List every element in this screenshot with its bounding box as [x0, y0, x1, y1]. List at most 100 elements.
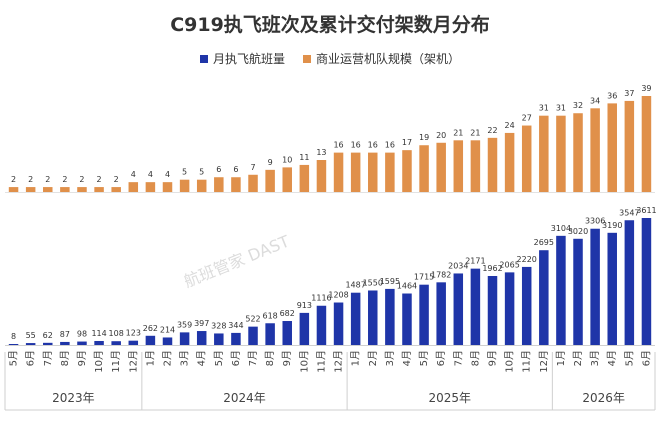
flights-bar — [487, 275, 498, 345]
flights-bar — [231, 332, 241, 345]
fleet-data-label: 36 — [607, 91, 617, 100]
flights-data-label: 1782 — [431, 270, 451, 279]
flights-bar — [419, 284, 429, 345]
flights-data-label: 1116 — [311, 294, 331, 303]
flights-bar — [539, 250, 549, 345]
flights-data-label: 123 — [126, 329, 141, 338]
fleet-bar — [368, 152, 378, 192]
fleet-data-label: 34 — [590, 96, 600, 105]
fleet-bar — [299, 164, 310, 192]
flights-data-label: 2695 — [534, 238, 554, 247]
fleet-bar — [607, 103, 617, 192]
legend-label-fleet: 商业运营机队规模（架机） — [316, 52, 461, 66]
fleet-data-label: 24 — [505, 121, 515, 130]
fleet-data-label: 10 — [282, 155, 292, 164]
flights-data-label: 359 — [177, 320, 192, 329]
flights-data-label: 87 — [60, 330, 70, 339]
fleet-bar — [590, 108, 600, 192]
fleet-data-label: 16 — [333, 141, 343, 150]
fleet-bar — [179, 179, 190, 192]
flights-data-label: 3104 — [551, 224, 571, 233]
fleet-data-label: 21 — [453, 128, 463, 137]
fleet-bar — [145, 182, 156, 192]
fleet-data-label: 17 — [402, 138, 412, 147]
flights-bar — [624, 220, 635, 345]
legend-swatch-fleet — [303, 54, 311, 63]
fleet-bar — [162, 182, 173, 192]
x-tick-label: 12月 — [333, 350, 345, 373]
flights-data-label: 1464 — [397, 282, 417, 291]
flights-data-label: 522 — [245, 315, 260, 324]
flights-bar — [77, 341, 87, 345]
flights-data-label: 98 — [77, 330, 87, 339]
fleet-bar — [573, 113, 583, 192]
x-tick-label: 10月 — [93, 350, 105, 373]
flights-bar — [111, 341, 121, 345]
x-tick-label: 2月 — [162, 350, 174, 366]
flights-bar — [248, 326, 258, 345]
fleet-bar — [77, 187, 87, 192]
flights-data-label: 8 — [11, 332, 16, 341]
x-tick-label: 5月 — [213, 350, 225, 366]
flights-bar — [179, 332, 190, 345]
fleet-bar — [231, 177, 241, 192]
chart-title: C919执飞班次及累计交付架数月分布 — [170, 14, 490, 36]
fleet-data-label: 32 — [573, 101, 583, 110]
fleet-bar — [282, 167, 292, 192]
fleet-bar — [470, 140, 481, 192]
fleet-data-label: 4 — [131, 170, 136, 179]
flights-data-label: 2065 — [499, 260, 519, 269]
fleet-data-label: 16 — [368, 141, 378, 150]
legend-swatch-flights — [199, 54, 208, 63]
flights-bar — [8, 344, 19, 345]
x-tick-label: 3月 — [179, 350, 191, 366]
x-tick-label: 9月 — [487, 350, 499, 366]
flights-data-label: 2034 — [448, 261, 468, 270]
fleet-bar — [539, 115, 549, 192]
fleet-data-label: 13 — [316, 148, 326, 157]
fleet-data-label: 31 — [556, 104, 566, 113]
flights-bar — [128, 340, 139, 345]
x-tick-label: 10月 — [298, 350, 310, 373]
fleet-bar — [316, 160, 327, 192]
flights-bar — [436, 282, 446, 345]
fleet-bar — [265, 169, 275, 192]
fleet-bar — [248, 174, 258, 192]
fleet-data-label: 31 — [539, 104, 549, 113]
fleet-bar — [504, 132, 515, 192]
x-tick-label: 1月 — [350, 350, 362, 366]
fleet-data-label: 21 — [470, 128, 480, 137]
x-tick-label: 5月 — [418, 350, 430, 366]
flights-data-label: 1208 — [328, 291, 348, 300]
flights-data-label: 1595 — [380, 277, 400, 286]
flights-bar — [402, 293, 412, 345]
fleet-data-label: 16 — [385, 141, 395, 150]
year-group-label: 2026年 — [582, 391, 625, 405]
x-tick-label: 1月 — [555, 350, 567, 366]
flights-data-label: 3547 — [619, 208, 639, 217]
x-tick-label: 6月 — [25, 350, 37, 366]
fleet-data-label: 4 — [148, 170, 153, 179]
flights-data-label: 62 — [43, 331, 53, 340]
flights-bar — [43, 342, 53, 345]
x-tick-label: 4月 — [196, 350, 208, 366]
flights-data-label: 55 — [26, 331, 36, 340]
flights-bar — [145, 335, 156, 345]
fleet-data-label: 2 — [11, 175, 16, 184]
fleet-bar — [453, 140, 464, 192]
fleet-bar — [624, 100, 635, 192]
x-tick-label: 7月 — [42, 350, 54, 366]
flights-bar — [368, 290, 378, 345]
fleet-bar — [43, 187, 53, 192]
fleet-data-label: 19 — [419, 133, 429, 142]
flights-bar — [299, 312, 310, 345]
fleet-data-label: 2 — [97, 175, 102, 184]
flights-bar — [316, 305, 327, 345]
x-tick-label: 4月 — [401, 350, 413, 366]
flights-data-label: 108 — [109, 329, 124, 338]
fleet-bar — [521, 125, 532, 192]
fleet-data-label: 11 — [299, 153, 309, 162]
fleet-bar — [94, 187, 104, 192]
x-tick-label: 12月 — [538, 350, 550, 373]
fleet-bar — [556, 115, 566, 192]
